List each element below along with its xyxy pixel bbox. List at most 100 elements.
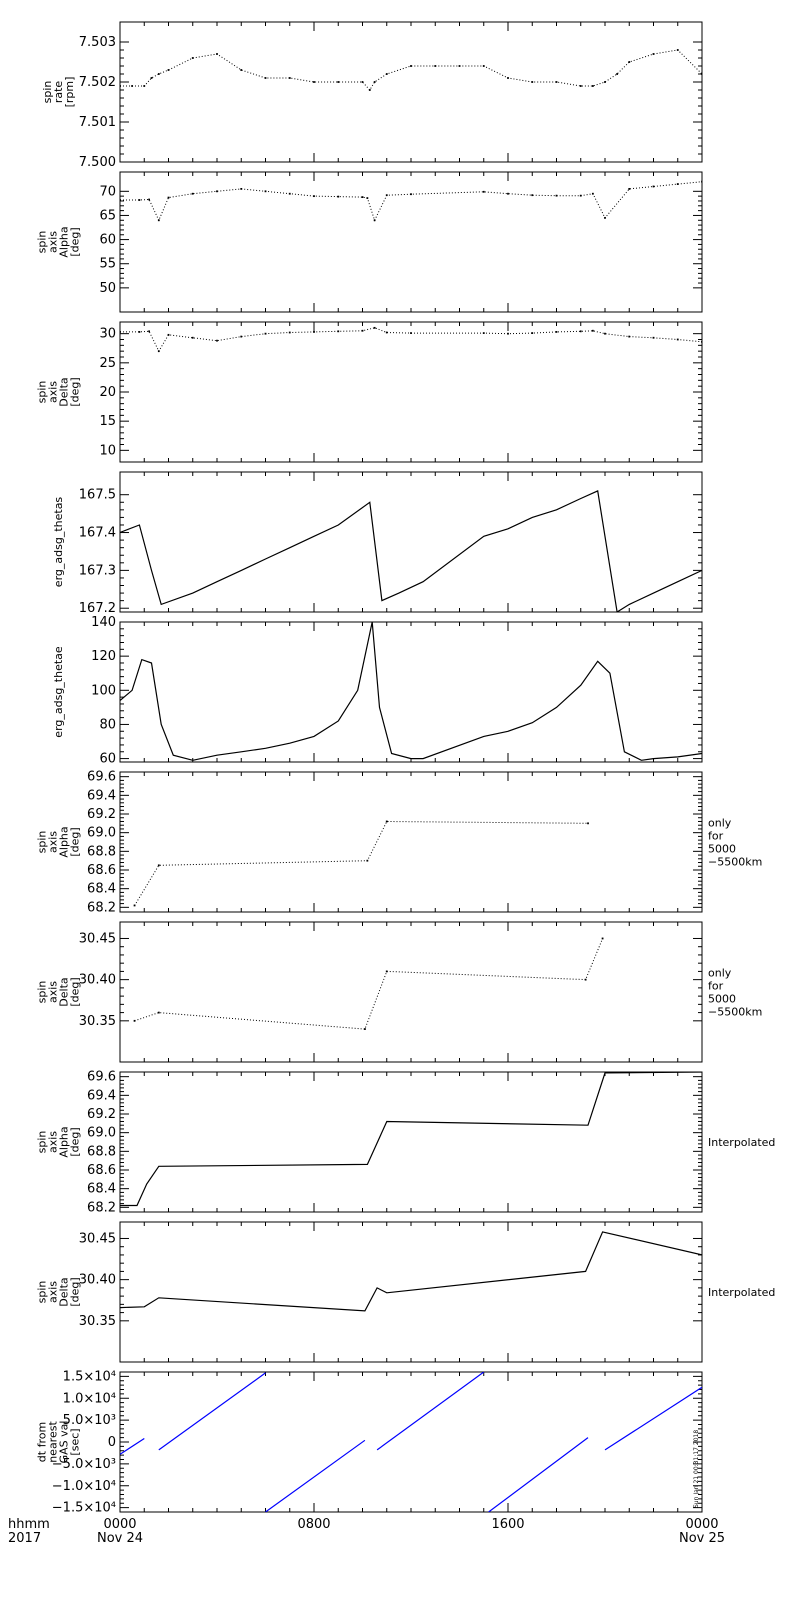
data-point xyxy=(361,329,364,332)
data-point xyxy=(157,219,160,222)
data-point xyxy=(240,335,243,338)
y-axis-label: Alpha xyxy=(58,1126,71,1157)
y-tick-label: 30.45 xyxy=(79,1231,116,1246)
y-axis-label: Alpha xyxy=(58,826,71,857)
data-point xyxy=(373,81,376,83)
data-point xyxy=(531,332,534,334)
panel-note: −5500km xyxy=(708,856,762,869)
series-group xyxy=(120,1072,702,1207)
series-line xyxy=(158,1372,266,1451)
data-point xyxy=(157,864,160,867)
panel-6: 68.2 68.4 68.6 68.8 69.0 69.2 69.4 69.6 spinaxis… xyxy=(36,770,763,916)
panel-note: 5000 xyxy=(708,843,736,856)
series-group xyxy=(133,937,604,1030)
y-tick-label: 68.6 xyxy=(87,863,116,878)
y-tick-label: 30.45 xyxy=(79,931,116,946)
data-point xyxy=(410,332,412,334)
series-line xyxy=(120,1231,702,1312)
y-tick-label: 5.0×10³ xyxy=(63,1413,116,1428)
x-tick-label: 0800 xyxy=(297,1517,330,1532)
y-tick-label: 7.500 xyxy=(79,155,116,170)
series-trace xyxy=(120,49,702,91)
data-point xyxy=(157,1011,160,1014)
data-point xyxy=(482,190,485,193)
y-axis-label: axis xyxy=(47,1281,60,1303)
y-tick-label: 167.2 xyxy=(79,601,116,616)
data-point xyxy=(133,1019,136,1022)
data-point xyxy=(191,336,194,339)
panel-frame xyxy=(119,1371,703,1513)
panel-note: Interpolated xyxy=(708,1136,775,1149)
panel-frame xyxy=(119,471,703,613)
y-tick-label: 7.503 xyxy=(79,35,116,50)
y-axis-label: [deg] xyxy=(69,1277,82,1306)
y-tick-label: 167.3 xyxy=(79,563,116,578)
y-tick-label: 68.4 xyxy=(87,1182,116,1197)
y-tick-label: 120 xyxy=(91,649,116,664)
y-tick-label: 167.5 xyxy=(79,488,116,503)
x-tick-date: Nov 25 xyxy=(679,1531,725,1546)
data-point xyxy=(434,65,437,67)
x-tick-label: 1600 xyxy=(491,1517,524,1532)
data-point xyxy=(628,187,631,190)
y-tick-label: 30.40 xyxy=(79,973,116,988)
panel-frame xyxy=(119,771,703,913)
y-tick-label: 69.6 xyxy=(87,770,116,785)
data-point xyxy=(676,183,679,185)
data-point xyxy=(591,329,594,332)
data-point xyxy=(604,332,606,335)
panel-frame xyxy=(119,171,703,313)
y-tick-label: 30 xyxy=(99,327,116,342)
series-group xyxy=(120,622,702,761)
series-trace xyxy=(134,938,604,1030)
y-axis-label: [deg] xyxy=(69,227,82,256)
y-tick-label: 69.2 xyxy=(87,1107,116,1122)
series-group xyxy=(120,1231,702,1312)
y-tick-label: 1.5×10⁴ xyxy=(63,1369,116,1384)
panel-note: 5000 xyxy=(708,993,736,1006)
data-point xyxy=(604,81,606,83)
y-tick-label: 68.6 xyxy=(87,1163,116,1178)
data-point xyxy=(652,185,655,188)
data-point xyxy=(313,81,315,83)
panel-frame xyxy=(119,21,703,163)
data-point xyxy=(410,65,412,67)
y-tick-label: 69.2 xyxy=(87,807,116,822)
y-tick-label: −1.5×10⁴ xyxy=(52,1501,116,1516)
series-trace xyxy=(120,181,702,222)
series-line xyxy=(120,1437,145,1455)
timestamp: Sun Jan 21 00:31:17 2018 xyxy=(693,1430,700,1508)
series-group xyxy=(120,49,702,91)
data-point xyxy=(410,193,412,196)
y-tick-label: 30.40 xyxy=(79,1273,116,1288)
data-point xyxy=(701,180,702,183)
y-tick-label: 15 xyxy=(99,414,116,429)
y-axis-label: erg_adsg_thetae xyxy=(52,646,65,738)
y-tick-label: 68.2 xyxy=(87,900,116,915)
data-point xyxy=(601,937,604,940)
data-point xyxy=(531,81,534,83)
data-point xyxy=(337,81,340,83)
y-tick-label: 100 xyxy=(91,683,116,698)
x-tick-label: 0000 xyxy=(685,1517,718,1532)
y-axis-label: Delta xyxy=(58,977,71,1006)
data-point xyxy=(652,53,655,55)
panel-note: only xyxy=(708,817,732,830)
data-point xyxy=(167,196,170,199)
data-point xyxy=(167,333,170,336)
y-axis-label: [deg] xyxy=(69,977,82,1006)
y-axis-label: GAS val xyxy=(58,1421,71,1464)
x-tick-date: Nov 24 xyxy=(97,1531,143,1546)
y-axis-label: [sec] xyxy=(69,1428,82,1455)
data-point xyxy=(628,335,631,338)
y-tick-label: 69.4 xyxy=(87,1088,116,1103)
data-point xyxy=(157,73,160,75)
y-tick-label: 69.0 xyxy=(87,1126,116,1141)
series-line xyxy=(120,622,702,761)
series-line xyxy=(488,1437,589,1512)
data-point xyxy=(264,77,267,79)
series-line xyxy=(120,1072,702,1207)
